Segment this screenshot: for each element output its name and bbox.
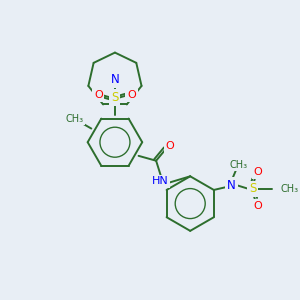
Text: N: N [111, 74, 119, 86]
Text: O: O [165, 141, 174, 151]
Text: HN: HN [152, 176, 168, 186]
Text: CH₃: CH₃ [229, 160, 247, 170]
Text: O: O [253, 200, 262, 211]
Text: O: O [253, 167, 262, 177]
Text: N: N [227, 178, 236, 192]
Text: CH₃: CH₃ [65, 114, 83, 124]
Text: O: O [127, 90, 136, 100]
Text: S: S [111, 91, 118, 104]
Text: CH₃: CH₃ [280, 184, 298, 194]
Text: S: S [249, 182, 256, 196]
Text: O: O [94, 90, 103, 100]
